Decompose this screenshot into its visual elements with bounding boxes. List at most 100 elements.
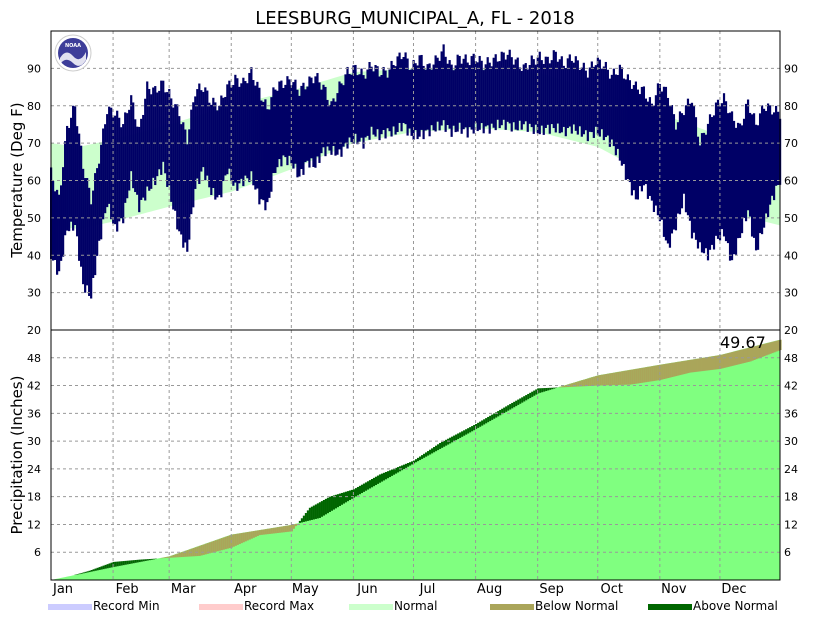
temperature-bar xyxy=(388,69,391,132)
temperature-bar xyxy=(304,89,307,163)
temperature-bar xyxy=(350,74,353,143)
temperature-bar xyxy=(238,86,241,184)
temperature-bar xyxy=(70,117,73,222)
above-normal-bar xyxy=(380,473,384,482)
above-normal-bar xyxy=(400,465,404,471)
above-normal-bar xyxy=(376,475,380,484)
temperature-bar xyxy=(506,54,509,122)
temperature-bar xyxy=(270,97,273,192)
above-normal-bar xyxy=(453,435,456,442)
below-normal-bar xyxy=(609,373,612,386)
precip-tick-label-left: 24 xyxy=(27,463,41,476)
below-normal-bar xyxy=(607,373,610,386)
temperature-bar xyxy=(758,113,762,234)
temperature-bar xyxy=(384,70,387,139)
temperature-bar xyxy=(160,80,163,175)
below-normal-bar xyxy=(230,534,233,548)
below-normal-bar xyxy=(244,532,247,542)
below-normal-bar xyxy=(671,362,674,378)
above-normal-bar xyxy=(402,464,406,470)
below-normal-bar xyxy=(252,531,255,538)
temperature-bar xyxy=(628,80,631,183)
above-normal-bar xyxy=(479,421,482,427)
above-normal-bar xyxy=(96,567,99,571)
below-normal-bar xyxy=(683,360,686,375)
temperature-bar xyxy=(140,118,143,200)
month-label: Aug xyxy=(477,582,502,597)
temperature-bar xyxy=(144,98,147,201)
above-normal-bar xyxy=(148,559,151,561)
above-normal-bar xyxy=(525,395,528,401)
temperature-bar xyxy=(200,90,203,172)
temperature-bar xyxy=(154,86,157,186)
below-normal-bar xyxy=(258,530,261,536)
above-normal-bar xyxy=(340,492,343,505)
above-normal-bar xyxy=(112,561,115,568)
above-normal-bar xyxy=(491,414,494,420)
above-normal-bar xyxy=(110,562,113,568)
above-normal-bar xyxy=(551,387,554,390)
temperature-bar xyxy=(280,80,283,167)
temperature-bar xyxy=(568,54,571,127)
temperature-bar xyxy=(626,74,629,180)
below-normal-bar xyxy=(579,380,582,387)
temperature-bar xyxy=(596,57,599,135)
above-normal-bar xyxy=(354,488,358,497)
above-normal-bar xyxy=(429,449,432,455)
below-normal-bar xyxy=(176,553,179,558)
above-normal-bar xyxy=(92,569,95,572)
temperature-bar xyxy=(574,56,577,131)
temperature-bar xyxy=(218,105,221,195)
above-normal-bar xyxy=(449,437,452,444)
above-normal-bar xyxy=(493,413,496,419)
below-normal-bar xyxy=(274,527,277,534)
above-normal-bar xyxy=(330,496,333,511)
temperature-bar xyxy=(54,191,57,261)
temperature-bar xyxy=(580,67,583,137)
temperature-bar xyxy=(288,79,291,156)
temperature-bar xyxy=(324,86,327,157)
below-normal-bar xyxy=(763,343,766,357)
temperature-bar xyxy=(336,93,339,155)
below-normal-bar xyxy=(200,545,203,556)
temperature-bar xyxy=(360,68,363,138)
legend-label: Record Min xyxy=(93,599,160,613)
month-label: Jul xyxy=(419,582,436,597)
temperature-bar xyxy=(184,129,187,243)
temperature-bar xyxy=(192,102,195,208)
temperature-bar xyxy=(762,108,766,228)
temperature-bar xyxy=(430,69,433,126)
temperature-bar xyxy=(514,59,517,130)
above-normal-bar xyxy=(529,392,532,399)
below-normal-bar xyxy=(709,356,712,371)
temperature-bar xyxy=(464,54,467,128)
above-normal-bar xyxy=(350,489,354,499)
below-normal-bar xyxy=(667,363,670,379)
temperature-bar xyxy=(518,67,521,121)
below-normal-bar xyxy=(629,369,632,385)
temperature-bar xyxy=(248,72,251,183)
below-normal-bar xyxy=(719,355,722,369)
below-normal-bar xyxy=(771,341,774,354)
temperature-bar xyxy=(610,74,613,140)
below-normal-bar xyxy=(663,364,666,380)
temperature-bar xyxy=(594,65,597,127)
temperature-bar xyxy=(330,101,333,155)
temperature-bar xyxy=(520,70,523,130)
above-normal-bar xyxy=(477,422,480,428)
temperature-bar xyxy=(188,129,191,240)
temperature-bar xyxy=(462,58,465,130)
temperature-bar xyxy=(250,67,253,172)
temperature-bar xyxy=(134,119,137,193)
below-normal-bar xyxy=(589,377,592,386)
above-normal-bar xyxy=(503,407,506,413)
temperature-bar xyxy=(264,99,267,211)
temperature-bar xyxy=(718,106,722,241)
precip-tick-label-right: 12 xyxy=(784,518,798,531)
temperature-bar xyxy=(258,87,261,205)
temperature-bar xyxy=(694,117,698,240)
above-normal-bar xyxy=(441,441,444,448)
temperature-bar xyxy=(676,122,680,214)
below-normal-bar xyxy=(691,359,694,373)
above-normal-bar xyxy=(84,571,87,573)
